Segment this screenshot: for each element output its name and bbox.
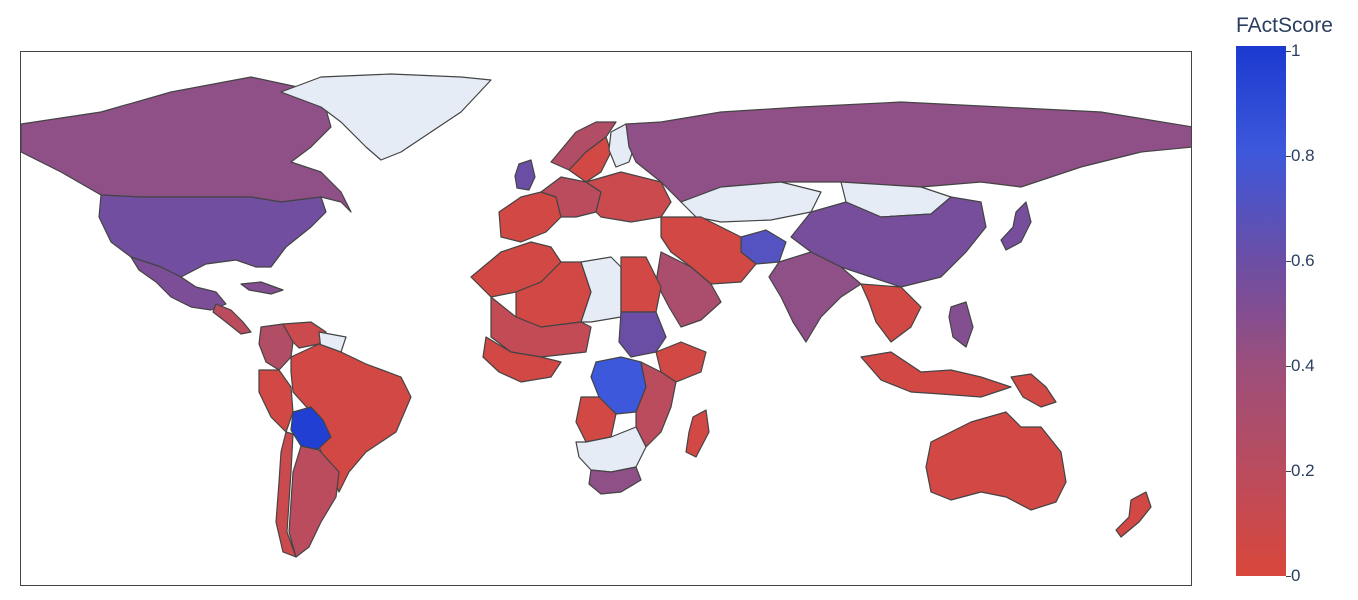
region-indonesia[interactable] bbox=[860, 351, 1012, 398]
region-new-zealand[interactable] bbox=[1115, 491, 1152, 538]
region-chile[interactable] bbox=[275, 431, 297, 558]
colorbar-tick-mark bbox=[1286, 51, 1291, 52]
colorbar-tick-label: 0 bbox=[1291, 566, 1301, 585]
region-egypt[interactable] bbox=[620, 256, 662, 313]
region-peru[interactable] bbox=[258, 369, 294, 433]
region-brazil[interactable] bbox=[290, 343, 412, 493]
region-papua-new-guinea[interactable] bbox=[1010, 373, 1057, 408]
world-choropleth-map[interactable] bbox=[21, 52, 1192, 586]
colorbar-tick-label: 0.4 bbox=[1291, 356, 1315, 375]
region-eastern-europe[interactable] bbox=[585, 171, 672, 223]
colorbar bbox=[1236, 46, 1286, 576]
colorbar-tick-mark bbox=[1286, 471, 1291, 472]
region-southern-africa[interactable] bbox=[575, 426, 647, 473]
region-west-africa[interactable] bbox=[482, 336, 562, 383]
region-sahel[interactable] bbox=[490, 296, 592, 358]
region-united-kingdom[interactable] bbox=[514, 159, 536, 191]
region-japan[interactable] bbox=[1000, 201, 1032, 251]
colorbar-tick-mark bbox=[1286, 261, 1291, 262]
colorbar-tick-mark bbox=[1286, 366, 1291, 367]
colorbar-tick-mark bbox=[1286, 156, 1291, 157]
region-east-africa[interactable] bbox=[635, 361, 677, 448]
region-western-europe[interactable] bbox=[498, 191, 562, 243]
region-madagascar[interactable] bbox=[685, 409, 710, 458]
map-area[interactable] bbox=[20, 51, 1192, 586]
colorbar-title: FActScore bbox=[1236, 14, 1333, 37]
colorbar-tick-label: 0.2 bbox=[1291, 461, 1315, 480]
region-greenland[interactable] bbox=[280, 73, 492, 161]
region-philippines[interactable] bbox=[948, 301, 974, 348]
region-bolivia[interactable] bbox=[290, 406, 332, 451]
colorbar-tick-mark bbox=[1286, 576, 1291, 577]
region-australia[interactable] bbox=[925, 411, 1067, 511]
region-united-states[interactable] bbox=[98, 194, 327, 278]
region-cuba[interactable] bbox=[240, 281, 284, 295]
region-south-africa[interactable] bbox=[588, 466, 642, 495]
region-canada[interactable] bbox=[21, 76, 352, 213]
region-india[interactable] bbox=[768, 251, 862, 343]
region-argentina[interactable] bbox=[288, 445, 340, 558]
region-libya[interactable] bbox=[580, 256, 622, 323]
region-middle-east[interactable] bbox=[660, 216, 757, 285]
colorbar-tick-label: 0.8 bbox=[1291, 146, 1315, 165]
colorbar-tick-label: 0.6 bbox=[1291, 251, 1315, 270]
colorbar-tick-label: 1 bbox=[1291, 41, 1301, 60]
region-central-america[interactable] bbox=[212, 303, 252, 335]
region-southeast-asia[interactable] bbox=[860, 283, 922, 343]
region-russia[interactable] bbox=[625, 101, 1192, 203]
